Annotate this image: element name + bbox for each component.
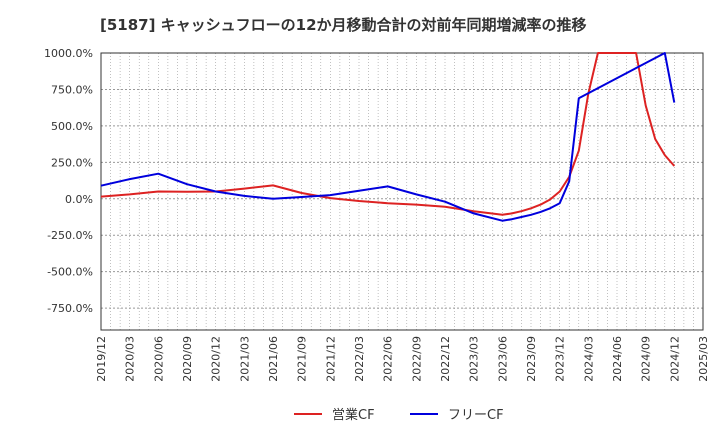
legend-label-operating-cf: 営業CF: [332, 407, 375, 423]
x-tick-label: 2022/03: [353, 336, 366, 382]
x-tick-label: 2020/12: [210, 336, 223, 382]
x-tick-label: 2023/09: [525, 336, 538, 382]
x-tick-label: 2024/12: [668, 336, 681, 382]
x-tick-label: 2024/06: [611, 336, 624, 382]
y-tick-label: -250.0%: [47, 229, 93, 242]
x-tick-label: 2023/06: [496, 336, 509, 382]
series-line-operating-cf: [100, 52, 676, 216]
x-tick-label: 2019/12: [95, 336, 108, 382]
x-tick-label: 2022/06: [382, 336, 395, 382]
x-tick-label: 2020/06: [152, 336, 165, 382]
y-tick-label: 500.0%: [51, 120, 93, 133]
x-tick-label: 2024/03: [582, 336, 595, 382]
x-tick-label: 2021/09: [296, 336, 309, 382]
x-tick-label: 2021/06: [267, 336, 280, 382]
x-tick-label: 2021/12: [324, 336, 337, 382]
x-tick-label: 2024/09: [640, 336, 653, 382]
y-tick-label: 250.0%: [51, 156, 93, 169]
x-tick-label: 2023/03: [468, 336, 481, 382]
series-line-free-cf: [100, 52, 676, 222]
legend: 営業CF フリーCF: [294, 407, 504, 423]
x-tick-label: 2022/09: [410, 336, 423, 382]
legend-label-free-cf: フリーCF: [448, 408, 504, 423]
x-tick-label: 2021/03: [238, 336, 251, 382]
y-tick-label: 1000.0%: [44, 47, 93, 60]
x-tick-label: 2023/12: [554, 336, 567, 382]
y-tick-label: -750.0%: [47, 302, 93, 315]
plot-frame: [100, 52, 704, 331]
x-tick-label: 2025/03: [697, 336, 710, 382]
x-tick-label: 2020/09: [181, 336, 194, 382]
x-tick-label: 2022/12: [439, 336, 452, 382]
y-tick-label: 0.0%: [65, 193, 93, 206]
y-tick-label: -500.0%: [47, 266, 93, 279]
chart-title: [5187] キャッシュフローの12か月移動合計の対前年同期増減率の推移: [100, 16, 587, 34]
x-tick-label: 2020/03: [124, 336, 137, 382]
plot-area: 1000.0% 750.0% 500.0% 250.0% 0.0% -250.0% -500…: [44, 47, 710, 382]
y-tick-label: 750.0%: [51, 83, 93, 96]
